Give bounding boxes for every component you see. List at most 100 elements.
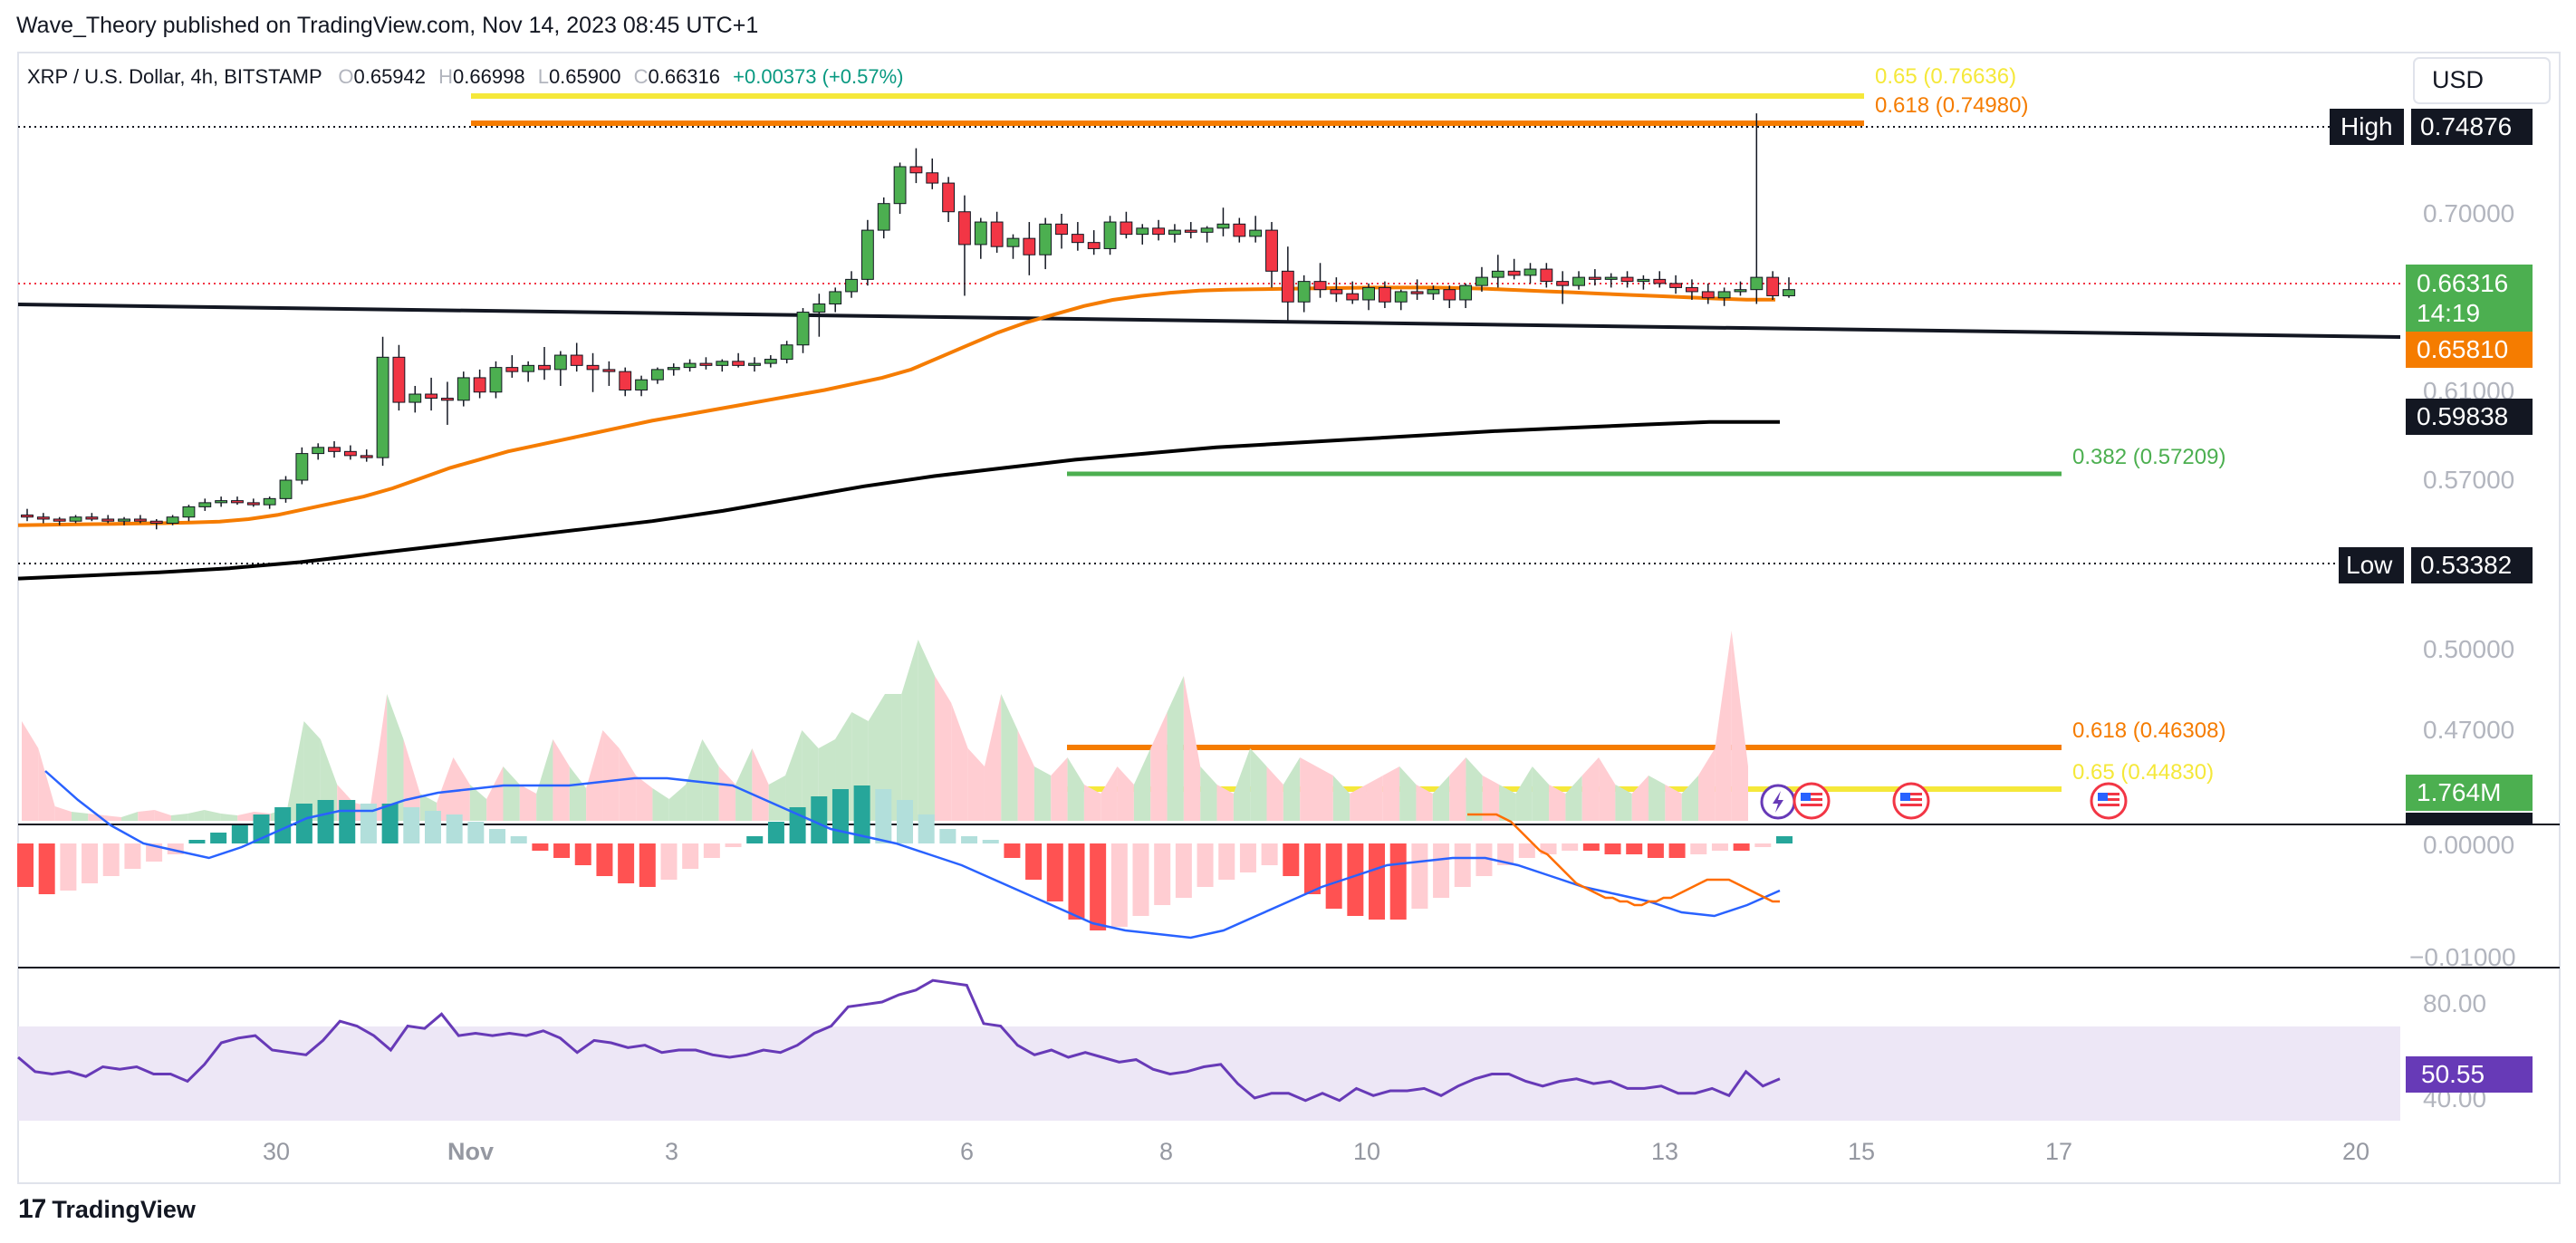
volume-area-segment	[1648, 776, 1666, 821]
currency-button-label: USD	[2432, 66, 2484, 93]
volume-area-segment	[1631, 776, 1649, 821]
candle-body	[1443, 289, 1456, 301]
macd-histogram-bar	[210, 833, 227, 843]
us-flag-icon[interactable]	[2090, 782, 2128, 820]
publisher-caption: Wave_Theory published on TradingView.com…	[16, 13, 759, 38]
macd-histogram-bar	[1389, 843, 1407, 920]
footer-brand[interactable]: 17 TradingView	[18, 1194, 196, 1225]
volume-area-segment	[735, 748, 753, 821]
low-badge	[2339, 547, 2404, 583]
volume-area-segment	[1449, 757, 1466, 821]
candle-body	[1346, 293, 1360, 301]
candle-body	[1233, 223, 1246, 237]
candle-body	[53, 518, 66, 522]
volume-area-segment	[503, 766, 520, 821]
candle-body	[376, 356, 389, 458]
macd-histogram-bar	[489, 829, 506, 843]
volume-area-segment	[1001, 694, 1018, 821]
open-tag: O	[338, 65, 353, 88]
x-tick: Nov	[447, 1138, 494, 1165]
x-tick: 8	[1159, 1138, 1173, 1165]
candle-body	[1604, 276, 1618, 280]
macd-histogram-bar	[1004, 843, 1021, 858]
volume-area-segment	[519, 785, 537, 821]
candle-body	[198, 502, 212, 507]
volume-area-segment	[120, 812, 139, 821]
volume-area-segment	[1332, 776, 1350, 821]
volume-area-segment	[38, 748, 55, 821]
candle-body	[1313, 281, 1327, 291]
countdown-text: 14:19	[2417, 299, 2480, 327]
volume-area-segment	[1051, 757, 1068, 821]
macd-histogram-bar	[467, 822, 485, 843]
candle-body	[36, 516, 50, 520]
ema50-value-text: 0.65810	[2417, 335, 2508, 363]
candle-body	[538, 364, 551, 371]
volume-area-segment	[287, 721, 304, 821]
fib-label-0382: 0.382 (0.57209)	[2072, 445, 2225, 469]
macd-line	[44, 770, 1781, 939]
fib-label-065-bottom: 0.65 (0.44830)	[2072, 760, 2214, 785]
candle-body	[1734, 289, 1747, 293]
candle-body	[409, 393, 422, 403]
macd-histogram-bar	[532, 843, 549, 851]
us-flag-icon[interactable]	[1793, 782, 1831, 820]
macd-histogram-bar	[360, 804, 377, 843]
macd-histogram-bar	[1068, 843, 1085, 920]
volume-area-segment	[88, 814, 105, 821]
candle-body	[1152, 227, 1166, 236]
volume-area-segment	[1532, 766, 1550, 821]
candle-body	[1556, 281, 1570, 286]
rsi-tick: 80.00	[2423, 989, 2486, 1017]
x-tick: 17	[2045, 1138, 2072, 1165]
candle-body	[860, 229, 874, 280]
candle-body	[619, 371, 632, 390]
macd-histogram-bar	[1647, 843, 1664, 858]
candle-body	[732, 361, 745, 366]
volume-area-segment	[1300, 757, 1317, 821]
ema50-badge	[2406, 332, 2533, 368]
x-tick: 15	[1848, 1138, 1875, 1165]
candle-body	[1669, 283, 1683, 288]
volume-area-segment	[1117, 766, 1134, 821]
currency-button[interactable]	[2413, 57, 2551, 104]
volume-area-segment	[619, 748, 637, 821]
lightning-icon[interactable]	[1760, 784, 1796, 820]
x-tick: 30	[263, 1138, 290, 1165]
macd-histogram-bar	[1261, 843, 1278, 865]
volume-area-segment	[469, 785, 487, 821]
macd-histogram-bar	[682, 843, 699, 869]
volume-area-segment	[154, 810, 171, 821]
candle-body	[21, 514, 34, 518]
close-tag: C	[634, 65, 649, 88]
us-flag-icon[interactable]	[1892, 782, 1930, 820]
volume-area-segment	[387, 694, 404, 821]
high-value-text: 0.74876	[2420, 112, 2512, 140]
volume-area-segment	[1581, 757, 1600, 821]
candle-body	[845, 278, 858, 293]
candle-body	[1459, 284, 1473, 301]
macd-histogram-bar	[1283, 843, 1300, 876]
macd-histogram-bar	[574, 843, 591, 865]
macd-histogram-bar	[510, 836, 527, 843]
high-value-badge	[2411, 109, 2533, 145]
volume-area-segment	[1083, 785, 1101, 821]
candle-body	[312, 447, 325, 455]
volume-area-segment	[1150, 712, 1168, 821]
volume-area-segment	[1350, 785, 1367, 821]
macd-histogram-bar	[1497, 843, 1514, 865]
volume-area-segment	[1515, 766, 1533, 821]
candle-body	[1120, 221, 1133, 236]
volume-area-segment	[1549, 785, 1566, 821]
macd-histogram-bar	[746, 836, 764, 843]
volume-area-segment	[1067, 757, 1084, 821]
macd-histogram-bar	[553, 843, 571, 858]
macd-histogram-bar	[725, 843, 742, 847]
macd-histogram-bar	[596, 843, 613, 876]
chart-frame	[17, 52, 2561, 1184]
volume-area-segment	[104, 815, 121, 821]
volume-area-segment	[1167, 676, 1184, 821]
macd-histogram-bar	[1562, 843, 1579, 851]
candle-body	[1200, 227, 1214, 233]
